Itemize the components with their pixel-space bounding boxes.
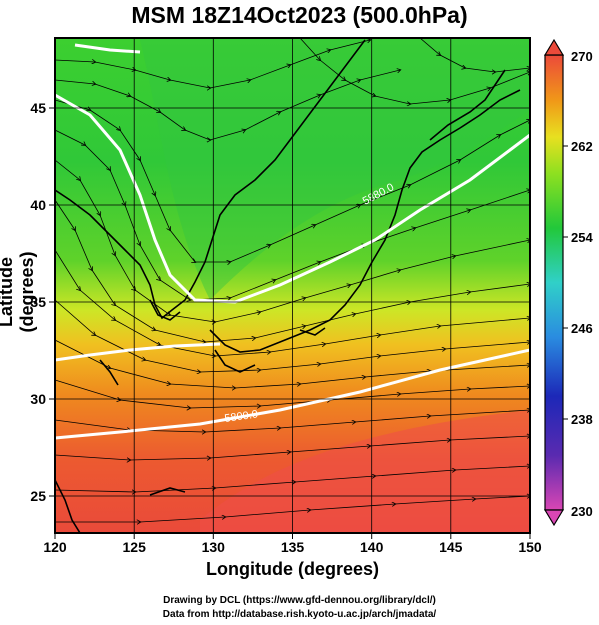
contour-line-west (55, 342, 221, 362)
x-tick-125: 125 (123, 539, 147, 555)
x-tick-135: 135 (281, 539, 305, 555)
x-tick-140: 140 (360, 539, 384, 555)
colorbar-tick-230: 230 (571, 504, 593, 519)
x-tick-130: 130 (202, 539, 226, 555)
x-tick-145: 145 (439, 539, 463, 555)
credit-data-source: Data from http://database.rish.kyoto-u.a… (162, 609, 437, 620)
x-axis-label: Longitude (degrees) (205, 559, 379, 579)
x-tick-150: 150 (518, 539, 542, 555)
colorbar-tick-270: 270 (571, 49, 593, 64)
y-tick-35: 35 (30, 294, 46, 310)
map-title: MSM 18Z14Oct2023 (500.0hPa) (131, 2, 468, 28)
y-tick-40: 40 (30, 197, 46, 213)
y-tick-30: 30 (30, 391, 46, 407)
colorbar-max-arrow (543, 38, 565, 56)
colorbar-tick-262: 262 (571, 139, 593, 154)
contour-label-5800: 5800.0 (224, 408, 259, 425)
colorbar-min-arrow (543, 509, 565, 527)
grid-lines (55, 38, 530, 533)
contour-5800-line (55, 348, 530, 440)
colorbar-tick-246: 246 (571, 321, 593, 336)
credit-drawing: Drawing by DCL (https://www.gfd-dennou.o… (163, 595, 436, 606)
coastlines (55, 39, 521, 533)
x-tick-120: 120 (43, 539, 67, 555)
contour-line-north (74, 43, 141, 54)
axis-ticks (49, 107, 531, 539)
colorbar-tick-238: 238 (571, 412, 593, 427)
plot-area: 5880.0 5800.0 (54, 37, 531, 534)
y-tick-45: 45 (30, 100, 46, 116)
streamlines (55, 38, 530, 522)
colorbar: 270 262 254 246 238 230 (543, 38, 593, 527)
colorbar-tick-254: 254 (571, 230, 593, 245)
y-tick-25: 25 (30, 488, 46, 504)
